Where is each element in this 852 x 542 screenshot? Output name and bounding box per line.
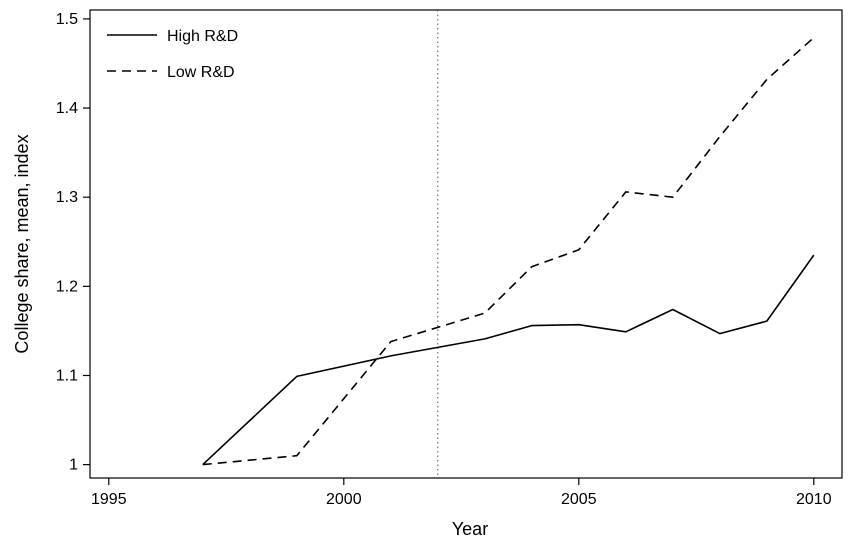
x-tick-label: 1995 [91,491,127,508]
y-tick-label: 1.2 [56,278,78,295]
x-tick-label: 2005 [561,491,597,508]
x-axis: 1995 2000 2005 2010 [91,478,832,508]
plot-frame [89,9,843,479]
y-tick-label: 1.1 [56,367,78,384]
y-tick-label: 1.4 [56,100,78,117]
y-tick-label: 1 [69,457,78,474]
y-axis-title: College share, mean, index [12,134,32,353]
y-axis: 1 1.1 1.2 1.3 1.4 1.5 [56,11,90,474]
legend: High R&D Low R&D [107,28,238,81]
series-line-low-rd [202,37,815,466]
y-tick-label: 1.3 [56,189,78,206]
x-tick-label: 2000 [326,491,362,508]
series-line-high-rd [202,254,815,466]
y-tick-label: 1.5 [56,11,78,28]
legend-label: Low R&D [167,64,235,81]
x-tick-label: 2010 [796,491,832,508]
x-axis-title: Year [452,519,488,539]
legend-label: High R&D [167,28,238,45]
